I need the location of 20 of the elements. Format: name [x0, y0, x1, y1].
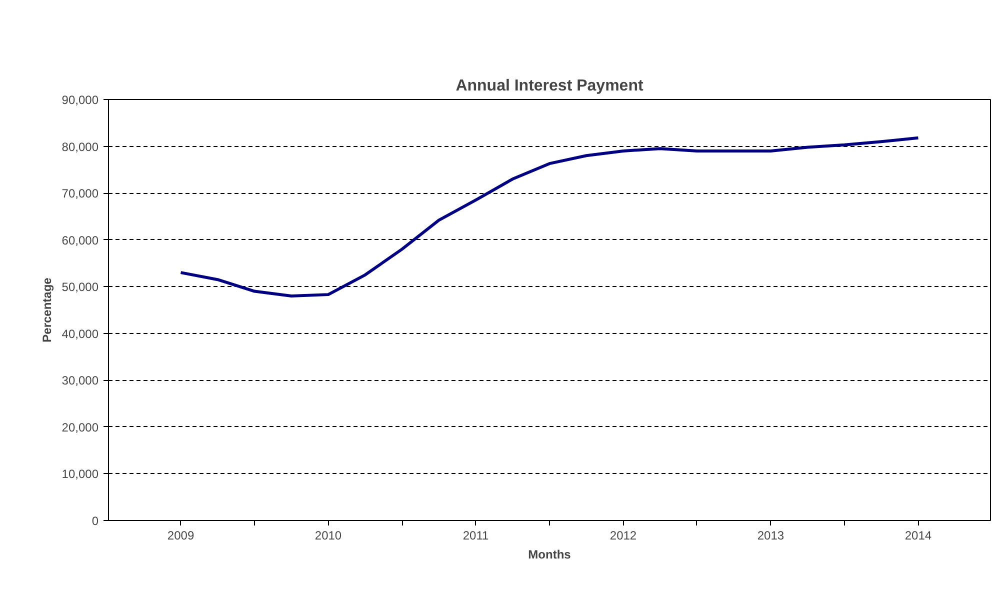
y-tick-label: 60,000: [62, 233, 99, 248]
y-tick-label: 90,000: [62, 93, 99, 107]
x-axis-title: Months: [528, 548, 572, 562]
x-tick-label: 2010: [314, 528, 342, 542]
chart-title: Annual Interest Payment: [456, 78, 644, 94]
y-tick-label: 0: [92, 514, 99, 528]
y-tick-label: 70,000: [62, 186, 99, 201]
x-tick-label: 2011: [462, 528, 489, 542]
x-tick-label: 2009: [167, 528, 194, 542]
y-tick-label: 50,000: [62, 280, 99, 294]
x-tick-label: 2013: [757, 528, 784, 542]
line-series: [179, 136, 920, 298]
y-axis-title: Percentage: [40, 277, 54, 342]
y-tick-label: 10,000: [62, 467, 99, 482]
x-tick-label: 2014: [904, 528, 932, 542]
y-tick-label: 30,000: [62, 374, 99, 388]
y-tick-label: 40,000: [62, 326, 99, 341]
y-tick-label: 80,000: [62, 140, 99, 154]
y-tick-label: 20,000: [62, 420, 99, 434]
x-tick-label: 2012: [610, 528, 637, 542]
